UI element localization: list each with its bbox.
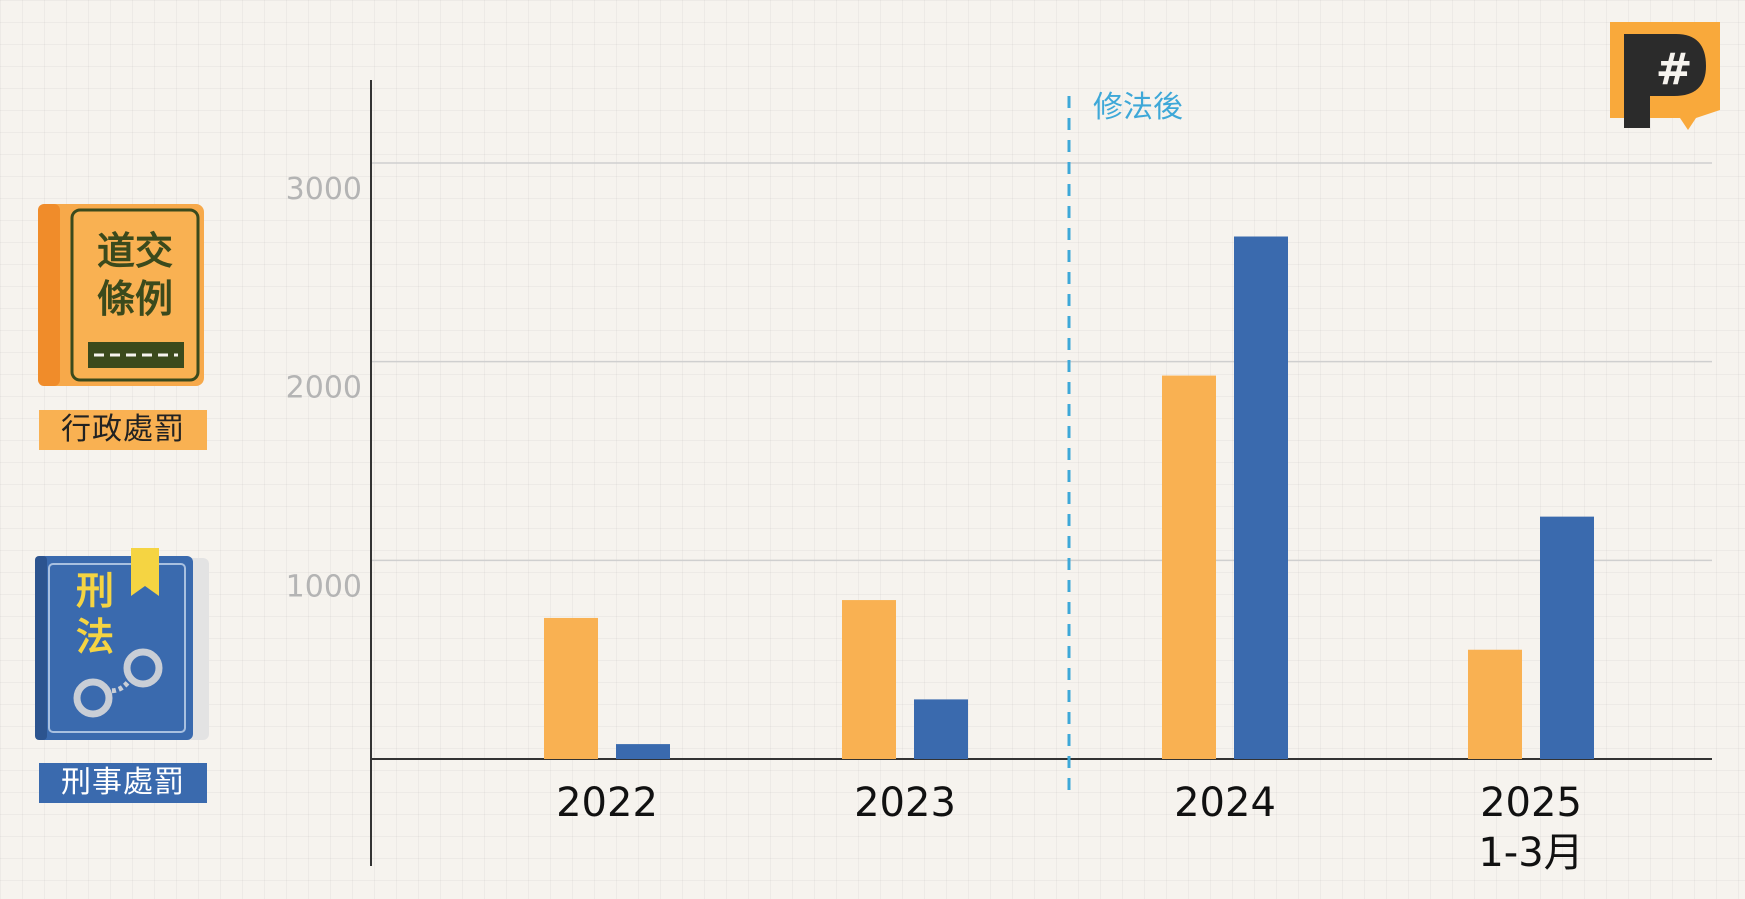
brand-p-logo-icon: # (1610, 22, 1720, 130)
handcuff-icon (73, 678, 113, 718)
y-tick-label: 2000 (286, 371, 362, 406)
x-tick-label: 1-3月 (1478, 830, 1583, 876)
criminal-law-book-icon: 刑 法 (35, 548, 209, 740)
y-tick-label: 1000 (286, 569, 362, 604)
bar-admin (842, 600, 896, 759)
x-tick-label: 2023 (854, 780, 956, 826)
bar-admin (1468, 649, 1522, 759)
bar-criminal (616, 744, 670, 759)
legend-criminal-label: 刑事處罰 (39, 763, 207, 803)
x-tick-label: 2025 (1480, 780, 1582, 826)
bar-criminal (1540, 516, 1594, 759)
bar-criminal (914, 699, 968, 759)
book-text-line-1: 刑 (76, 569, 114, 613)
y-tick-label: 3000 (286, 172, 362, 207)
traffic-act-book-icon: 道交 條例 (38, 204, 204, 386)
logo-symbol: # (1656, 44, 1693, 95)
x-tick-label: 2024 (1174, 780, 1276, 826)
annotation-label: 修法後 (1093, 90, 1183, 125)
book-text-line-2: 法 (76, 615, 114, 659)
x-tick-label: 2022 (556, 780, 658, 826)
legend-admin-label: 行政處罰 (39, 410, 207, 450)
bar-admin (1162, 375, 1216, 759)
bar-criminal (1234, 236, 1288, 760)
bar-admin (544, 617, 598, 759)
book-text-line-1: 道交 (97, 229, 173, 273)
book-text-line-2: 條例 (97, 277, 173, 321)
